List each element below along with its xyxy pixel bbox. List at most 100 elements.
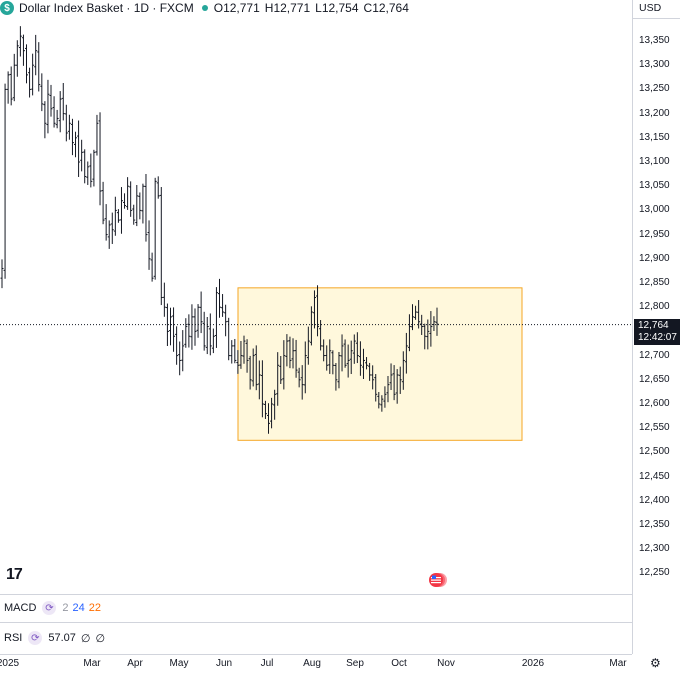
ohlc-bar [423,323,427,350]
ohlc-bar [239,340,243,369]
time-tick-label: Apr [127,658,143,669]
ohlc-bar [74,131,78,158]
macd-param-fast: 2 [62,602,69,614]
time-axis[interactable]: 2025 Mar Apr May Jun Jul Aug Sep Oct Nov 2026 Mar [0,654,632,673]
ohlc-bar [0,259,4,289]
ohlc-bar [110,212,114,244]
price-chart[interactable] [0,0,632,594]
ohlc-bar [147,220,151,270]
price-tick-label: 13,300 [639,59,670,71]
price-tick-label: 12,350 [639,519,670,530]
ohlc-bar [34,34,38,76]
indicator-refresh-icon[interactable]: ⟳ [28,631,43,645]
rsi-null-1: ∅ [80,632,91,645]
ohlc-bar [3,83,7,279]
rsi-label: RSI [4,632,23,644]
tradingview-logo-icon[interactable]: 17 [6,566,23,583]
ohlc-bar [199,291,203,334]
ohlc-bar [337,351,341,389]
ohlc-bar [380,395,384,412]
price-tick-label: 13,200 [639,107,670,119]
highlight-box[interactable] [237,287,523,441]
macd-param-slow: 24 [72,602,85,614]
macd-legend[interactable]: MACD ⟳ 2 24 22 [4,601,101,615]
market-status-icon [201,5,208,11]
ohlc-bar [343,339,347,368]
ohlc-bar [389,363,393,391]
ohlc-label: H [264,1,274,15]
ohlc-bar [83,149,87,184]
ohlc-bar [303,341,307,394]
ohlc-bar [245,339,249,373]
axis-divider [633,18,680,19]
ohlc-bar [175,326,179,365]
ohlc-bar [101,181,105,225]
ohlc-bar [309,306,313,346]
price-tick-label: 13,100 [639,156,670,167]
ohlc-bar [159,187,163,306]
ohlc-bar [260,360,264,418]
ohlc-bar [172,307,176,352]
ohlc-bar [276,352,280,406]
price-tick-label: 12,900 [639,252,670,264]
ohlc-bar [104,204,108,241]
ohlc-bar [58,91,62,133]
ohlc-bar [410,304,414,331]
ohlc-bar [218,278,221,318]
gear-icon[interactable]: ⚙ [650,656,661,670]
time-tick-label: May [169,658,189,669]
ohlc-bar [18,26,22,57]
ohlc-bar [331,350,335,375]
rsi-legend[interactable]: RSI ⟳ 57.07 ∅ ∅ [4,631,105,645]
ohlc-bar [300,365,304,400]
ohlc-bar [165,303,169,347]
ohlc-bar [285,334,289,367]
price-tick-label: 12,850 [639,277,670,288]
ohlc-bar [40,73,44,112]
ohlc-bar [270,397,274,429]
ohlc-bar [21,34,25,66]
ohlc-bar [236,350,240,374]
ohlc-bar [316,285,320,337]
ohlc-bar [328,339,332,374]
currency-selector[interactable]: USD [639,2,662,14]
price-axis[interactable]: USD 13,350 13,300 13,250 13,200 13,150 13,100… [632,0,680,654]
time-tick-label: 2025 [0,658,20,669]
pane-separator[interactable] [0,622,632,623]
ohlc-bar [398,366,402,394]
price-tick-label: 13,000 [639,204,670,216]
time-tick-label: Mar [609,658,627,669]
time-tick-label: Mar [83,658,101,669]
ohlc-bar [144,174,148,242]
economic-events-icon[interactable] [428,572,448,588]
ohlc-bar [288,336,292,369]
ohlc-bar [205,316,209,355]
indicator-refresh-icon[interactable]: ⟳ [42,601,57,615]
ohlc-bar [98,112,102,206]
price-tick-label: 13,050 [639,180,670,192]
ohlc-bar [37,42,41,92]
ohlc-bar [365,357,369,370]
time-tick-label: Sep [346,658,364,669]
ohlc-bar [371,365,375,390]
ohlc-bar [55,109,59,129]
ohlc-bar [401,351,405,390]
ohlc-bar [368,362,372,381]
ohlc-bar [273,389,277,420]
time-tick-label: Nov [437,658,455,669]
ohlc-bar [181,330,185,372]
price-tick-label: 12,800 [639,301,670,313]
ohlc-bar [429,311,433,347]
macd-label: MACD [4,602,37,614]
bar-countdown: 12:42:07 [638,332,677,343]
ohlc-bar [138,192,142,220]
ohlc-value: 12,771 [273,1,311,15]
ohlc-bar [279,356,283,385]
time-tick-label: Jun [215,658,233,669]
last-price-value: 12,764 [638,320,669,331]
ohlc-bar [306,326,310,365]
ohlc-bar [392,365,396,401]
ohlc-bar [52,96,56,128]
pane-separator[interactable] [0,594,632,595]
chart-title[interactable]: Dollar Index Basket · 1D · FXCM [19,1,194,15]
